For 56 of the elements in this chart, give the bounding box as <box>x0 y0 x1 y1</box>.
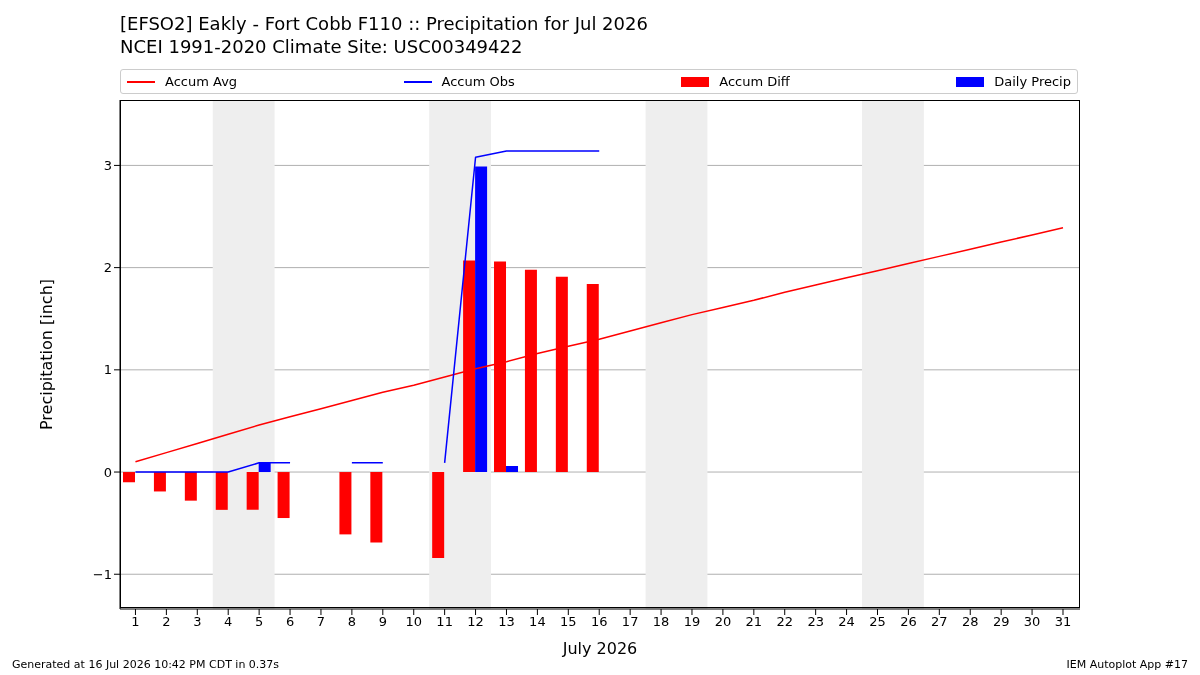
bar <box>506 465 519 473</box>
chart-subtitle: NCEI 1991-2020 Climate Site: USC00349422 <box>120 35 524 58</box>
bar <box>153 472 166 492</box>
bar <box>432 472 445 558</box>
x-tick-label: 19 <box>683 614 701 630</box>
x-tick-label: 6 <box>285 614 295 630</box>
x-tick-label: 2 <box>162 614 171 630</box>
x-tick-label: 10 <box>405 614 422 630</box>
bar <box>215 472 228 510</box>
bar <box>277 472 290 519</box>
x-tick-label: 22 <box>776 614 794 630</box>
legend-label: Accum Obs <box>441 74 515 89</box>
legend-label: Daily Precip <box>994 74 1071 89</box>
text: Generated at 16 Jul 2026 10:42 PM CDT in 0.37s <box>12 658 280 671</box>
x-axis-title: July 2026 <box>561 639 638 658</box>
x-tick-label: 12 <box>467 614 484 630</box>
bar <box>184 472 197 501</box>
x-tick-label: 29 <box>992 614 1010 630</box>
y-tick-label: 2 <box>103 260 112 276</box>
y-tick-label: −1 <box>92 566 112 582</box>
x-tick-label: 20 <box>714 614 732 630</box>
y-tick-label: 1 <box>103 362 112 378</box>
x-tick-label: 21 <box>745 614 763 630</box>
legend-label: Accum Diff <box>719 74 790 89</box>
x-tick-label: 13 <box>498 614 515 630</box>
x-tick-label: 31 <box>1054 614 1072 630</box>
y-tick-label: 0 <box>103 464 112 480</box>
x-tick-label: 14 <box>529 614 546 630</box>
x-tick-label: 27 <box>931 614 948 630</box>
x-tick-label: 30 <box>1023 614 1041 630</box>
x-tick-label: 4 <box>224 614 233 630</box>
x-tick-label: 28 <box>961 614 979 630</box>
x-tick-label: 16 <box>590 614 608 630</box>
chart-title: [EFSO2] Eakly - Fort Cobb F110 :: Precipitation for Jul 2026 <box>120 12 648 35</box>
x-tick-label: 9 <box>378 614 387 630</box>
bar <box>339 472 352 535</box>
legend-label: Accum Avg <box>165 74 238 89</box>
x-tick-label: 1 <box>131 614 140 630</box>
x-tick-label: 7 <box>316 614 326 630</box>
x-tick-label: 8 <box>347 614 357 630</box>
x-tick-label: 23 <box>807 614 824 630</box>
x-tick-label: 11 <box>436 614 453 630</box>
x-tick-label: 15 <box>560 614 577 630</box>
x-tick-label: 5 <box>254 614 264 630</box>
y-axis-title: Precipitation [inch] <box>36 278 56 431</box>
x-tick-label: 3 <box>193 614 202 630</box>
x-tick-label: 17 <box>621 614 639 630</box>
x-tick-label: 24 <box>838 614 855 630</box>
text: IEM Autoplot App #17 <box>1066 658 1188 671</box>
y-tick-label: 3 <box>103 158 112 174</box>
x-tick-label: 18 <box>652 614 670 630</box>
bar <box>370 472 383 543</box>
bar <box>246 472 259 510</box>
bar <box>123 472 135 483</box>
x-tick-label: 26 <box>900 614 917 630</box>
x-tick-label: 25 <box>869 614 886 630</box>
